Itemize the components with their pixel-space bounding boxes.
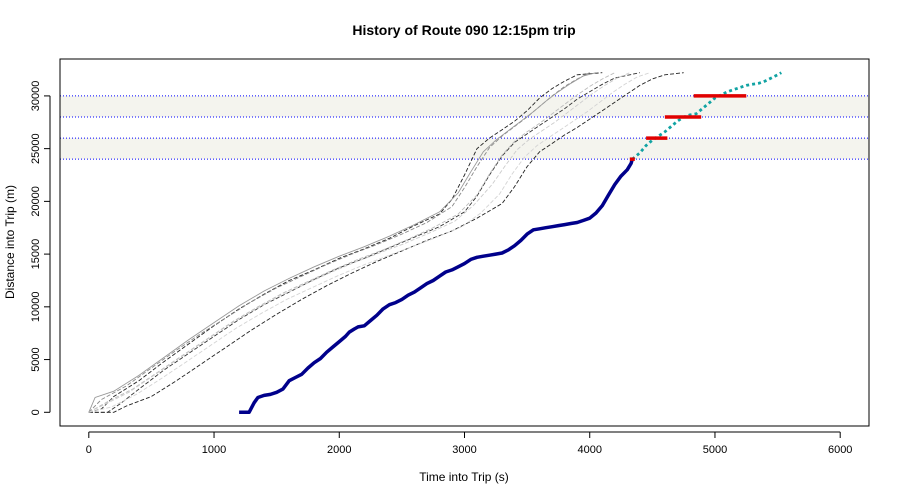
y-tick-label: 10000	[30, 292, 42, 323]
predicted-trip	[631, 71, 782, 161]
y-tick-label: 5000	[30, 347, 42, 371]
stop-band	[60, 95, 869, 118]
x-axis: 0 1000 2000 3000 4000 5000 6000	[86, 431, 852, 456]
x-tick-label: 5000	[703, 444, 727, 456]
x-tick-label: 3000	[452, 444, 476, 456]
predicted-trip-line	[631, 71, 782, 161]
plot-frame	[59, 58, 870, 427]
y-tick-label: 20000	[30, 186, 42, 217]
historical-trip-line	[88, 72, 650, 413]
current-trip-line	[239, 158, 634, 415]
historical-trip-line	[88, 72, 616, 413]
y-tick-label: 0	[30, 409, 42, 415]
historical-trip-line	[88, 72, 684, 413]
prediction-intervals	[629, 94, 747, 161]
y-tick-label: 25000	[30, 133, 42, 164]
historical-trip-line	[88, 72, 597, 413]
y-tick-label: 30000	[30, 81, 42, 112]
stop-band	[60, 138, 869, 160]
x-tick-label: 2000	[327, 444, 351, 456]
historical-trip-line	[88, 72, 603, 413]
x-tick-label: 1000	[202, 444, 226, 456]
current-trip	[239, 158, 634, 415]
chart-title: History of Route 090 12:15pm trip	[352, 22, 575, 38]
x-axis-label: Time into Trip (s)	[419, 470, 509, 484]
historical-trips	[88, 72, 684, 413]
y-axis-label: Distance into Trip (m)	[3, 185, 17, 299]
historical-trip-line	[88, 72, 640, 413]
x-tick-label: 0	[86, 444, 92, 456]
x-tick-label: 6000	[828, 444, 852, 456]
y-axis: 0 5000 10000 15000 20000 25000 30000	[30, 81, 51, 415]
stop-bands	[60, 95, 869, 160]
x-tick-label: 4000	[577, 444, 601, 456]
y-tick-label: 15000	[30, 239, 42, 270]
historical-trip-line	[88, 72, 630, 413]
